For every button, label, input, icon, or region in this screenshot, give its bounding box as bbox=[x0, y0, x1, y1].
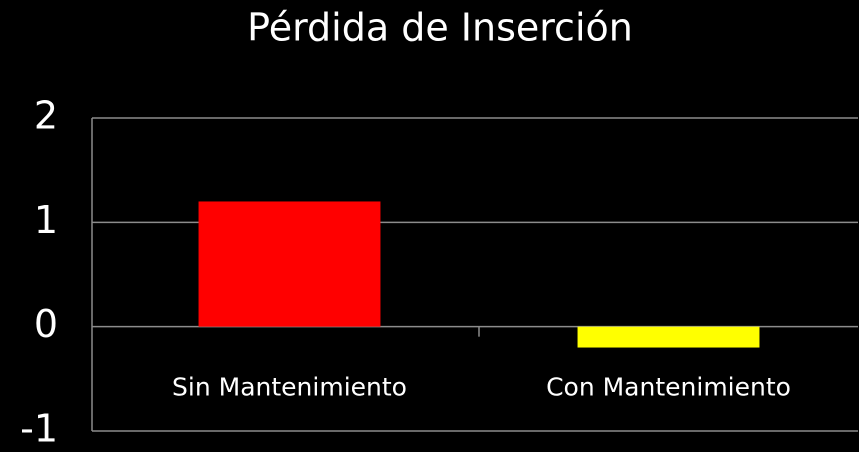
y-tick-label: 0 bbox=[34, 302, 58, 346]
x-tick-label: Sin Mantenimiento bbox=[172, 373, 407, 402]
chart-title: Pérdida de Inserción bbox=[247, 6, 633, 50]
bar bbox=[198, 201, 381, 327]
y-tick-label: 2 bbox=[34, 94, 58, 138]
bar bbox=[577, 326, 760, 348]
y-tick-label: -1 bbox=[20, 407, 58, 451]
x-tick-label: Con Mantenimiento bbox=[546, 373, 791, 402]
y-tick-label: 1 bbox=[34, 198, 58, 242]
